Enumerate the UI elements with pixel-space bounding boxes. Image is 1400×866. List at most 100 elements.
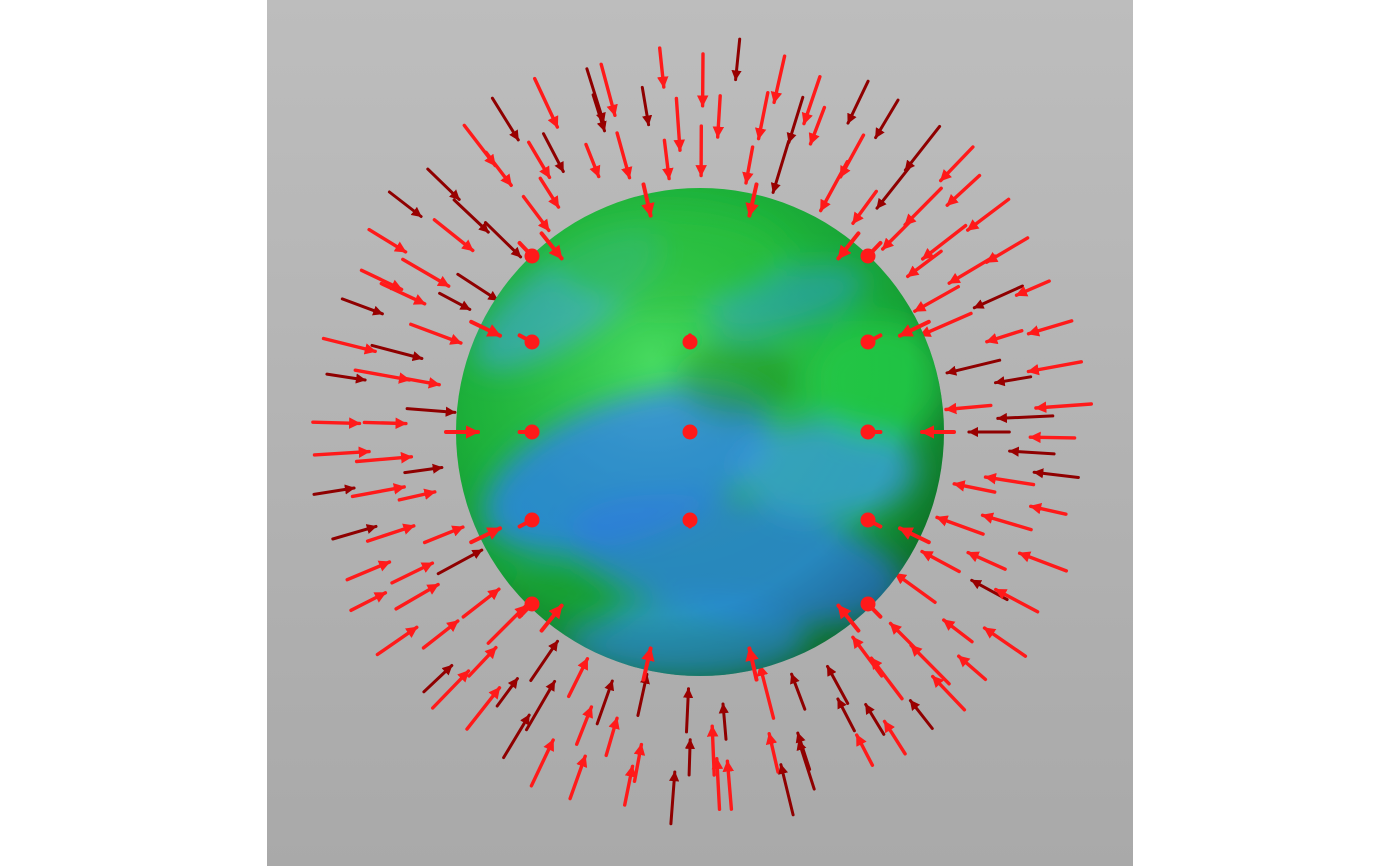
vector-arrow bbox=[469, 319, 502, 338]
vector-arrow bbox=[1017, 551, 1068, 573]
vector-arrow bbox=[808, 105, 827, 146]
vector-arrow bbox=[462, 123, 497, 168]
vector-arrow bbox=[836, 603, 861, 633]
vector-arrow bbox=[325, 372, 367, 384]
vector-arrow bbox=[490, 96, 520, 142]
vector-arrow bbox=[584, 142, 601, 179]
vector-arrow bbox=[745, 182, 759, 218]
vector-arrow bbox=[340, 297, 384, 316]
vector-arrow bbox=[405, 406, 457, 417]
vector-arrow bbox=[521, 194, 551, 233]
vector-arrow bbox=[567, 657, 590, 699]
vector-arrow bbox=[345, 560, 392, 582]
vector-arrow bbox=[542, 132, 565, 173]
vector-arrow bbox=[321, 336, 377, 355]
sphere[interactable] bbox=[454, 188, 947, 680]
vector-arrow bbox=[331, 524, 378, 541]
vector-arrow bbox=[864, 703, 886, 736]
vector-arrow bbox=[387, 190, 423, 218]
vector-arrow bbox=[939, 145, 975, 183]
vector-arrow bbox=[838, 133, 866, 179]
vector-arrow bbox=[367, 227, 408, 254]
vector-arrow bbox=[1026, 319, 1074, 337]
vector-arrow bbox=[935, 515, 985, 536]
vector-arrow bbox=[754, 90, 770, 141]
vector-arrow bbox=[770, 54, 787, 105]
vector-arrow bbox=[641, 646, 655, 682]
vector-arrow bbox=[436, 548, 484, 576]
vector-arrow bbox=[898, 526, 931, 545]
vector-arrow bbox=[312, 484, 356, 496]
vector-arrow bbox=[397, 488, 437, 502]
vector-arrow bbox=[636, 672, 650, 717]
vector-arrow-head bbox=[860, 424, 876, 440]
vector-arrow bbox=[656, 46, 669, 89]
vector-arrow bbox=[742, 145, 755, 185]
vector-arrow bbox=[711, 757, 724, 811]
vector-arrow bbox=[539, 603, 564, 633]
vector-arrow bbox=[994, 587, 1040, 614]
vector-arrow-head bbox=[524, 334, 540, 350]
vector-arrow bbox=[432, 218, 475, 253]
vector-arrow bbox=[359, 268, 404, 292]
vector-arrow bbox=[846, 79, 870, 125]
vector-arrow bbox=[426, 167, 461, 201]
vector-arrow bbox=[756, 663, 776, 720]
vector-arrow bbox=[409, 322, 463, 345]
vector-arrow bbox=[770, 139, 791, 194]
vector-arrow-head bbox=[860, 596, 876, 612]
vector-arrow bbox=[599, 62, 618, 118]
vector-arrow bbox=[722, 759, 735, 811]
vector-arrow bbox=[931, 674, 967, 712]
vector-arrow bbox=[790, 672, 807, 711]
vector-arrow bbox=[575, 705, 594, 746]
vector-arrow bbox=[913, 285, 960, 313]
vector-arrow bbox=[918, 311, 973, 338]
vector-arrow bbox=[786, 95, 805, 144]
vector-arrow-head bbox=[682, 424, 698, 440]
vector-arrow bbox=[456, 272, 500, 302]
vector-arrow bbox=[673, 96, 686, 152]
vector-arrow bbox=[882, 719, 907, 756]
vector-arrow bbox=[836, 231, 861, 261]
vector-arrow bbox=[495, 677, 519, 708]
vector-arrow bbox=[903, 124, 942, 172]
vector-arrow bbox=[996, 412, 1055, 424]
scene-canvas[interactable] bbox=[267, 0, 1133, 866]
vector-arrow bbox=[394, 582, 440, 611]
vector-arrow bbox=[1014, 279, 1051, 297]
vector-arrow bbox=[906, 249, 943, 279]
vector-arrow bbox=[350, 483, 406, 499]
vector-arrow bbox=[362, 417, 408, 430]
vector-arrow bbox=[370, 343, 424, 362]
vector-arrow bbox=[903, 186, 943, 227]
vector-arrow bbox=[527, 140, 552, 180]
vector-arrow bbox=[1034, 401, 1093, 414]
vector-arrow bbox=[855, 733, 875, 767]
vector-arrow bbox=[1032, 468, 1080, 479]
vector-arrow bbox=[952, 480, 997, 494]
vector-arrow bbox=[430, 669, 471, 710]
vector-arrow bbox=[801, 74, 822, 126]
vector-arrow bbox=[778, 763, 795, 817]
vector-arrow bbox=[874, 98, 900, 140]
vector-arrow bbox=[942, 618, 974, 644]
vector-arrow bbox=[966, 550, 1007, 571]
vector-arrow bbox=[539, 231, 564, 261]
render-viewport[interactable] bbox=[267, 0, 1133, 866]
vector-arrow bbox=[966, 197, 1011, 232]
vector-arrow bbox=[375, 625, 419, 657]
vector-arrow-head bbox=[860, 248, 876, 264]
vector-arrow bbox=[585, 67, 606, 124]
vector-arrow bbox=[529, 639, 559, 682]
vector-arrow-head bbox=[860, 512, 876, 528]
vector-arrow bbox=[568, 754, 588, 801]
vector-arrow bbox=[390, 561, 435, 585]
vector-arrow bbox=[401, 257, 451, 288]
vector-arrow bbox=[623, 764, 637, 807]
vector-arrow bbox=[1028, 431, 1077, 444]
vector-arrow bbox=[465, 686, 502, 731]
vector-arrow bbox=[461, 587, 501, 619]
vector-arrow bbox=[379, 281, 427, 306]
vector-arrow bbox=[641, 182, 655, 218]
